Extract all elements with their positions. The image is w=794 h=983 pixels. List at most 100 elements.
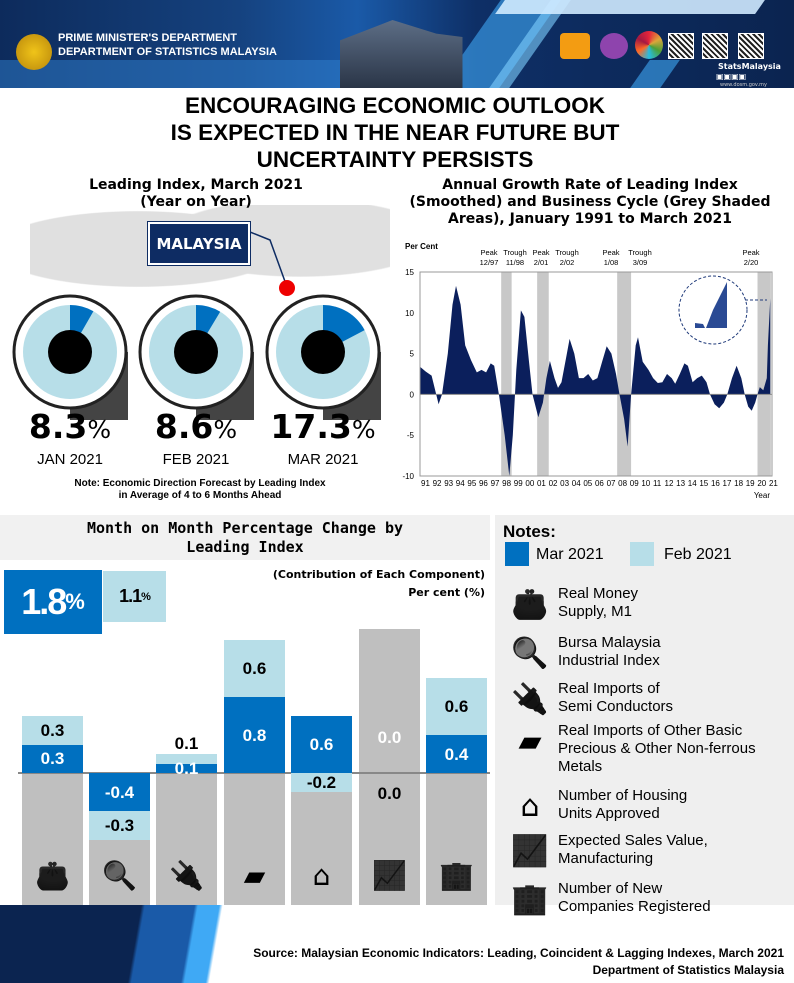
leading-index-value: 8.3%: [7, 408, 133, 449]
x-tick-label: 14: [688, 479, 697, 488]
social-icons[interactable]: ▣▣▣▣: [716, 72, 747, 81]
note-line: Real Imports of: [558, 680, 660, 697]
x-tick-label: 17: [723, 479, 732, 488]
label-feb: 0.0: [377, 784, 402, 803]
note-line: Companies Registered: [558, 898, 711, 915]
mom-header-band: [0, 515, 490, 560]
x-tick-label: 92: [433, 479, 442, 488]
x-tick-label: 95: [467, 479, 476, 488]
month-label: FEB 2021: [162, 451, 230, 468]
label-mar: -0.4: [104, 782, 135, 802]
title-line: Areas), January 1991 to March 2021: [448, 211, 732, 227]
x-tick-label: 07: [607, 479, 616, 488]
gold-bar-icon: ▰: [243, 859, 266, 892]
cycle-label: Trough: [503, 248, 527, 257]
baseline-axis: [18, 772, 490, 774]
recession-band: [757, 272, 771, 476]
census-logo: [560, 33, 590, 59]
label-mar: 0.0: [377, 728, 402, 747]
buildings-icon: 🏢: [439, 859, 474, 892]
x-tick-label: 93: [444, 479, 453, 488]
y-tick-label: -5: [407, 431, 415, 440]
subtitle-line: (Contribution of Each Component): [272, 568, 485, 581]
title-line: IS EXPECTED IN THE NEAR FUTURE BUT: [170, 120, 620, 145]
x-tick-label: 09: [630, 479, 639, 488]
note-line: Supply, M1: [558, 603, 632, 620]
cycle-label: 2/20: [744, 258, 759, 267]
x-tick-label: 21: [769, 479, 778, 488]
note-line: Note: Economic Direction Forecast by Lea…: [74, 478, 326, 489]
unit: %: [141, 590, 151, 603]
label-mar: 0.8: [242, 725, 267, 745]
note-line: Precious & Other Non-ferrous: [558, 740, 756, 757]
x-tick-label: 13: [676, 479, 685, 488]
value: 17.3: [270, 407, 352, 446]
leading-index-title: Leading Index, March 2021 (Year on Year): [20, 177, 372, 211]
y-tick-label: 0: [410, 390, 415, 399]
source-text: Source: Malaysian Economic Indicators: L…: [253, 945, 784, 979]
bar-mar: [22, 744, 83, 773]
note-item: Number of New Companies Registered: [558, 880, 711, 916]
title-line: (Year on Year): [140, 194, 252, 210]
leading-index-value: 17.3%: [260, 408, 386, 449]
qr-code[interactable]: [738, 33, 764, 59]
total-mar-value: 1.8: [21, 581, 67, 622]
gold-bar-icon: ▰: [518, 724, 542, 759]
x-tick-label: 96: [479, 479, 488, 488]
growth-chart-title: Annual Growth Rate of Leading Index (Smo…: [395, 177, 785, 228]
cycle-label: Peak: [532, 248, 549, 257]
y-tick-label: 5: [410, 350, 415, 359]
zoom-detail: [695, 282, 727, 328]
note-line: Real Imports of Other Basic: [558, 722, 743, 739]
qr-code[interactable]: [668, 33, 694, 59]
x-tick-label: 15: [699, 479, 708, 488]
growth-area: [420, 285, 771, 476]
cycle-label: 11/98: [506, 258, 524, 267]
note-line: Number of New: [558, 880, 663, 897]
recession-band: [617, 272, 632, 476]
label-feb: 0.6: [444, 697, 469, 716]
note-line: Industrial Index: [558, 652, 660, 669]
forecast-note: Note: Economic Direction Forecast by Lea…: [40, 478, 360, 502]
note-line: Metals: [558, 758, 603, 775]
y-tick-label: 15: [405, 268, 414, 277]
month-label: JAN 2021: [37, 451, 103, 468]
plug-icon: 🔌: [169, 859, 204, 892]
header-banner: PRIME MINISTER'S DEPARTMENT DEPARTMENT O…: [0, 0, 794, 88]
x-tick-label: 99: [514, 479, 523, 488]
total-feb-value: 1.1: [119, 586, 142, 606]
x-tick-label: 01: [537, 479, 546, 488]
recession-band: [501, 272, 512, 476]
title-line: Month on Month Percentage Change by: [86, 519, 404, 537]
x-tick-label: 11: [653, 479, 662, 488]
recession-band: [537, 272, 549, 476]
month-label: MAR 2021: [287, 451, 359, 468]
x-tick-label: 02: [549, 479, 558, 488]
website[interactable]: www.dosm.gov.my: [720, 82, 767, 88]
bar-feb: [426, 678, 487, 735]
bar-mar: [156, 763, 217, 773]
x-tick-label: 00: [525, 479, 534, 488]
house-icon: ⌂: [312, 859, 331, 892]
title-line: Leading Index, March 2021: [89, 177, 303, 193]
note-item: Real Imports of Semi Conductors: [558, 680, 673, 716]
gauge-center: [301, 330, 345, 374]
legend-swatch-mar: [505, 542, 529, 566]
header-line1: PRIME MINISTER'S DEPARTMENT: [58, 32, 238, 44]
mom-subtitle: (Contribution of Each Component) Per cen…: [273, 566, 485, 602]
bar-feb: [22, 716, 83, 745]
wallet-icon: 👛: [511, 587, 549, 622]
note-item: Real Money Supply, M1: [558, 585, 638, 621]
brand-name: StatsMalaysia: [718, 62, 781, 71]
leading-index-value: 8.6%: [133, 408, 259, 449]
bar-mar: [291, 716, 352, 773]
label-feb: 0.3: [40, 720, 65, 740]
bar-mar: [426, 735, 487, 773]
qr-code[interactable]: [702, 33, 728, 59]
cycle-label: 2/02: [560, 258, 575, 267]
campaign-logo: [600, 33, 628, 59]
x-axis-label: Year: [754, 491, 771, 500]
bar-background: [156, 773, 217, 905]
main-title: ENCOURAGING ECONOMIC OUTLOOK IS EXPECTED…: [100, 92, 690, 173]
note-line: Manufacturing: [558, 850, 654, 867]
